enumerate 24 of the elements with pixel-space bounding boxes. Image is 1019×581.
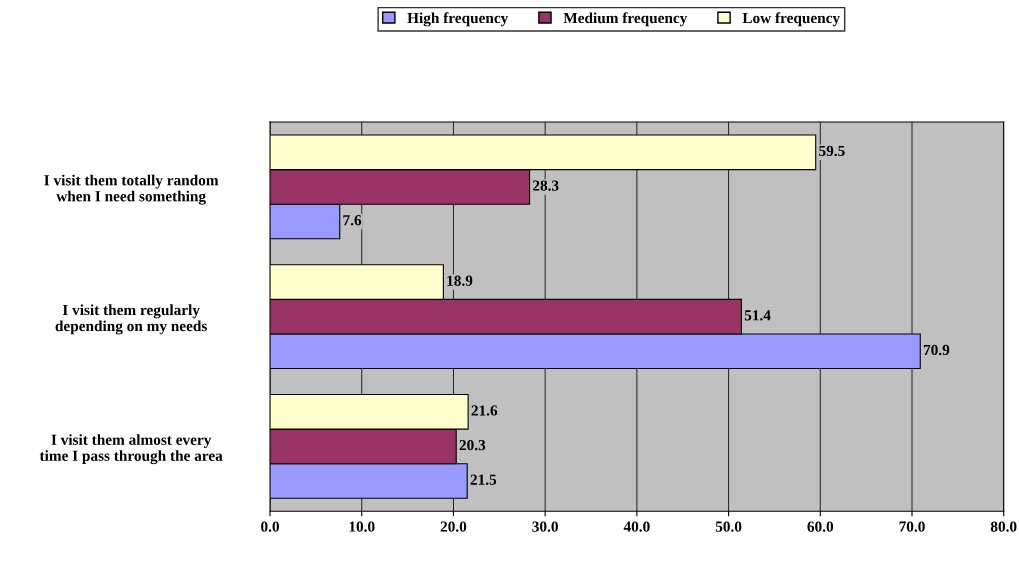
y-tick-label: I visit them totally random when I need something bbox=[44, 174, 219, 205]
x-tick-label: 10.0 bbox=[349, 521, 375, 532]
y-tick-label: I visit them regularly depending on my needs bbox=[55, 304, 207, 335]
data-label: 28.3 bbox=[532, 180, 559, 191]
x-tick-label: 0.0 bbox=[261, 521, 279, 532]
data-label: 51.4 bbox=[744, 310, 771, 321]
legend-label: Medium frequency bbox=[563, 12, 688, 27]
x-tick-label: 80.0 bbox=[990, 521, 1017, 532]
data-label: 18.9 bbox=[447, 275, 473, 286]
x-tick-label: 20.0 bbox=[440, 521, 467, 532]
legend-label: High frequency bbox=[407, 12, 509, 27]
data-label: 59.5 bbox=[819, 145, 845, 157]
data-label: 70.9 bbox=[923, 344, 950, 356]
x-tick-label: 30.0 bbox=[532, 521, 558, 532]
data-label: 21.5 bbox=[470, 474, 497, 485]
x-tick-label: 70.0 bbox=[899, 521, 925, 532]
y-tick-label: I visit them almost every time I pass through the area bbox=[39, 434, 223, 465]
x-tick-label: 50.0 bbox=[715, 521, 742, 532]
data-label: 7.6 bbox=[343, 215, 362, 226]
legend-label: Low frequency bbox=[742, 12, 840, 27]
x-tick-label: 60.0 bbox=[807, 521, 834, 532]
data-label: 20.3 bbox=[459, 439, 486, 451]
x-tick-label: 40.0 bbox=[623, 521, 650, 532]
data-label: 21.6 bbox=[471, 405, 498, 416]
